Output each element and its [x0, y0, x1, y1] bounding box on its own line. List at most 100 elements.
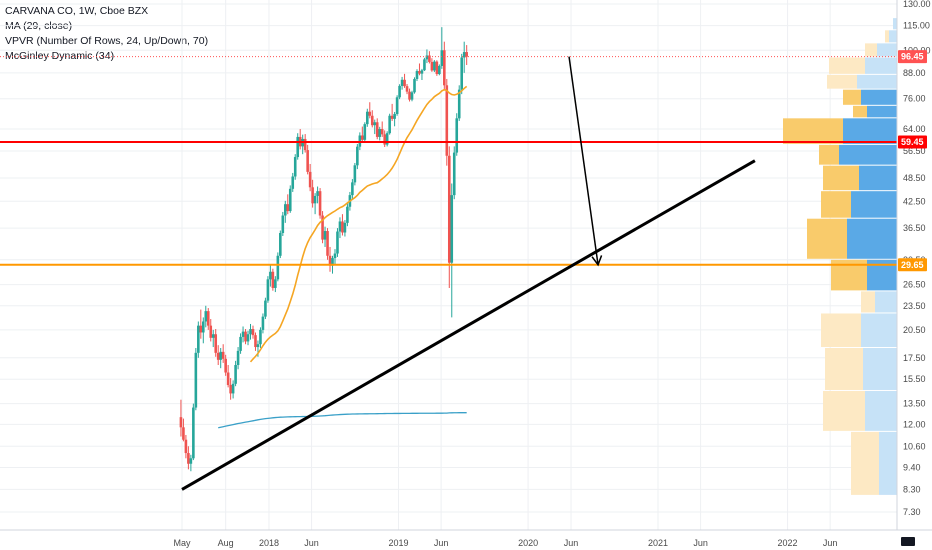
candle-body	[438, 65, 441, 75]
candle-body	[418, 71, 421, 74]
candle-body	[338, 221, 342, 232]
price-tag-label: 29.65	[901, 260, 924, 270]
candle-body	[239, 336, 242, 351]
vpvr-bar-down	[859, 165, 897, 191]
price-tick-label: 36.50	[903, 223, 926, 233]
candle-body	[343, 222, 347, 233]
time-tick-label: May	[173, 538, 191, 548]
vpvr-bar-up	[861, 291, 875, 313]
vpvr-bar-down	[879, 431, 897, 495]
time-tick-label: Jun	[564, 538, 579, 548]
price-tag-bg	[898, 135, 927, 149]
candle-body	[216, 352, 220, 360]
candle-body	[383, 134, 386, 145]
candle-body	[388, 115, 391, 134]
vpvr-bar-up	[885, 30, 889, 43]
candle-body	[201, 321, 205, 333]
vpvr-bar-down	[865, 57, 897, 74]
vpvr-bar-down	[847, 218, 897, 259]
candle-body	[246, 334, 250, 342]
price-tick-label: 10.60	[903, 441, 926, 451]
candle-body	[363, 124, 367, 140]
time-axis[interactable]: May Aug 2018 Jun 2019 Jun 2020 Jun 2021 Jun 2022 Ju…	[0, 529, 932, 550]
candle-body	[425, 55, 429, 60]
candle-body	[323, 231, 327, 240]
legend-mcginley: McGinley Dynamic (34)	[5, 50, 115, 62]
price-tick-label: 64.00	[903, 124, 926, 134]
candle-body	[423, 59, 426, 71]
candle-body	[410, 92, 414, 100]
candle-body	[274, 279, 277, 288]
price-tick-label: 76.00	[903, 94, 926, 104]
vpvr-bar-up	[853, 105, 867, 118]
time-tick-label: Jun	[304, 538, 319, 548]
candle-body	[234, 365, 237, 384]
candle-body	[204, 311, 208, 322]
vpvr-bar-up	[821, 191, 851, 218]
candle-body	[209, 325, 213, 338]
trendline[interactable]	[181, 159, 756, 491]
candle-body	[375, 122, 379, 137]
candle-body	[256, 344, 260, 348]
price-tag-label: 59.45	[901, 137, 924, 147]
tradingview-logo-icon	[901, 537, 915, 546]
candle-body	[189, 458, 193, 464]
candle-body	[261, 316, 265, 330]
candle-body	[420, 70, 424, 74]
vpvr-bar-up	[807, 218, 847, 259]
vpvr-bar-up	[823, 390, 865, 431]
vpvr-bar-down	[861, 313, 897, 347]
candle-body	[395, 97, 399, 114]
candle-body	[251, 329, 255, 336]
vpvr-bar-down	[843, 118, 897, 144]
candle-body	[288, 188, 292, 212]
candle-body	[291, 176, 295, 189]
candle-body	[221, 351, 225, 359]
candle-body	[403, 79, 406, 87]
candle-body	[211, 334, 215, 338]
vpvr-bar-down	[863, 347, 897, 390]
candle-body	[269, 271, 272, 280]
candle-body	[266, 279, 270, 301]
time-tick-label: Jun	[693, 538, 708, 548]
candle-body	[199, 325, 203, 333]
price-tag: 96.45	[898, 50, 927, 64]
candle-body	[326, 231, 329, 256]
vpvr-bar-down	[877, 43, 897, 57]
candle-body	[465, 52, 468, 57]
vpvr-bar-up	[821, 313, 861, 347]
price-tick-label: 17.50	[903, 353, 926, 363]
price-tick-label: 8.30	[903, 484, 921, 494]
candle-body	[313, 195, 317, 204]
candle-body	[331, 258, 334, 266]
legend-symbol: CARVANA CO, 1W, Cboe BZX	[5, 5, 149, 17]
vpvr-bar-up	[819, 144, 839, 165]
arrow-annotation[interactable]	[568, 56, 603, 267]
price-tick-label: 42.50	[903, 196, 926, 206]
candle-body	[351, 182, 354, 196]
candle-body	[445, 85, 449, 156]
candle-body	[336, 231, 339, 254]
vpvr-bar-up	[829, 57, 865, 74]
price-tag-bg	[898, 258, 927, 272]
candle-body	[346, 206, 349, 223]
legend-vpvr: VPVR (Number Of Rows, 24, Up/Down, 70)	[5, 35, 209, 47]
time-tick-label: 2019	[389, 538, 409, 548]
time-tick-label: Jun	[823, 538, 838, 548]
price-tick-label: 23.50	[903, 301, 926, 311]
candle-body	[413, 78, 416, 93]
vpvr-bar-down	[861, 89, 897, 105]
candle-body	[241, 331, 245, 337]
candle-body	[440, 50, 444, 66]
time-tick-label: Aug	[218, 538, 234, 548]
candle-body	[316, 191, 319, 196]
time-tick-label: Jun	[434, 538, 449, 548]
price-axis[interactable]: 130.00115.00100.0088.0076.0064.0056.5048…	[896, 0, 932, 550]
candle-body	[311, 187, 314, 204]
candle-body	[276, 255, 280, 280]
candle-body	[462, 52, 466, 58]
candle-body	[214, 334, 218, 353]
candle-body	[400, 79, 404, 86]
candle-body	[460, 57, 464, 90]
